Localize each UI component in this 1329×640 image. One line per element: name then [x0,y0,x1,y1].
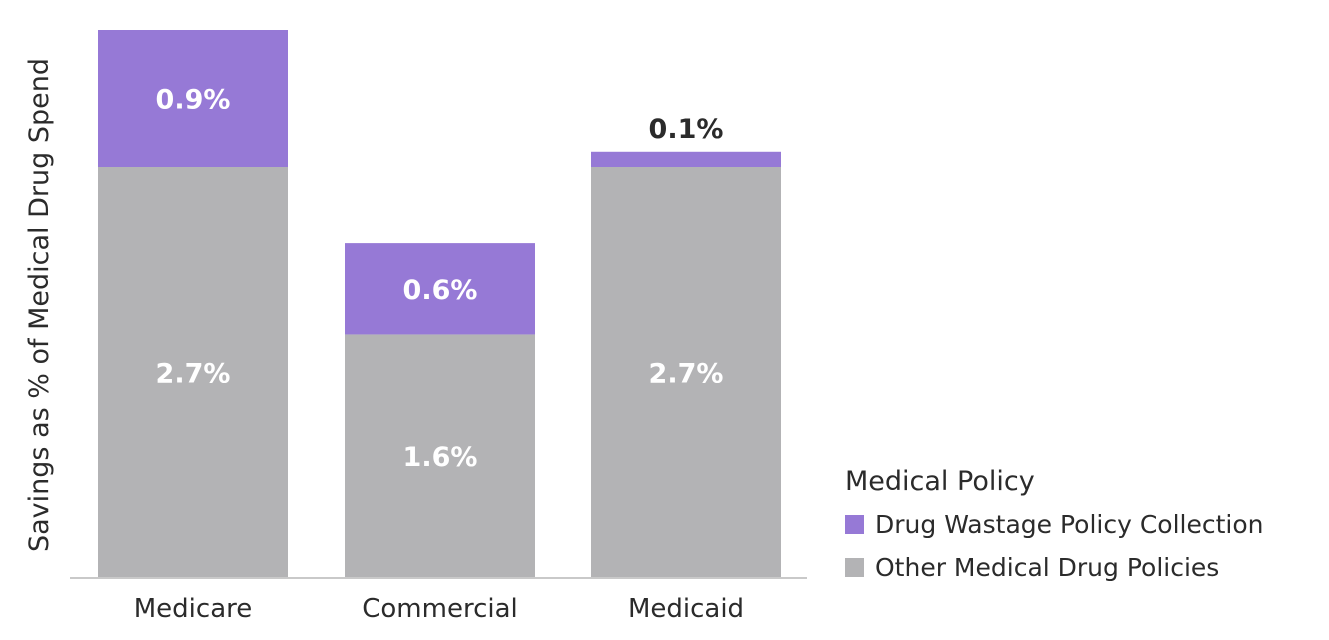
legend-swatch-other-medical-drug-policies [845,558,864,577]
legend-label-other-medical-drug-policies: Other Medical Drug Policies [875,553,1219,582]
data-label-medicaid-drug-wastage-policy-collection: 0.1% [649,114,724,145]
bar-medicare-other-medical-drug-policies [98,167,288,578]
category-labels: Medicare Commercial Medicaid [134,594,744,624]
data-label-commercial-drug-wastage-policy-collection: 0.6% [403,275,478,306]
data-label-medicaid-other-medical-drug-policies: 2.7% [649,359,724,390]
category-label-medicare: Medicare [134,594,253,624]
bar-commercial-drug-wastage-policy-collection [345,243,535,335]
category-label-medicaid: Medicaid [628,594,744,624]
legend: Medical Policy Drug Wastage Policy Colle… [845,466,1264,582]
data-label-medicare-drug-wastage-policy-collection: 0.9% [156,85,231,116]
bar-medicaid-other-medical-drug-policies [591,167,781,578]
data-label-medicare-other-medical-drug-policies: 2.7% [156,359,231,390]
category-label-commercial: Commercial [362,594,518,624]
data-label-commercial-other-medical-drug-policies: 1.6% [403,442,478,473]
bar-medicare-drug-wastage-policy-collection [98,30,288,167]
y-axis-label: Savings as % of Medical Drug Spend [24,58,55,552]
legend-label-drug-wastage-policy-collection: Drug Wastage Policy Collection [875,510,1264,539]
legend-title: Medical Policy [845,466,1035,497]
bars-layer: 2.7% 0.9% 1.6% 0.6% 2.7% 0.1% [98,30,781,578]
legend-swatch-drug-wastage-policy-collection [845,515,864,534]
bar-commercial-other-medical-drug-policies [345,334,535,578]
bar-medicaid-drug-wastage-policy-collection [591,151,781,167]
